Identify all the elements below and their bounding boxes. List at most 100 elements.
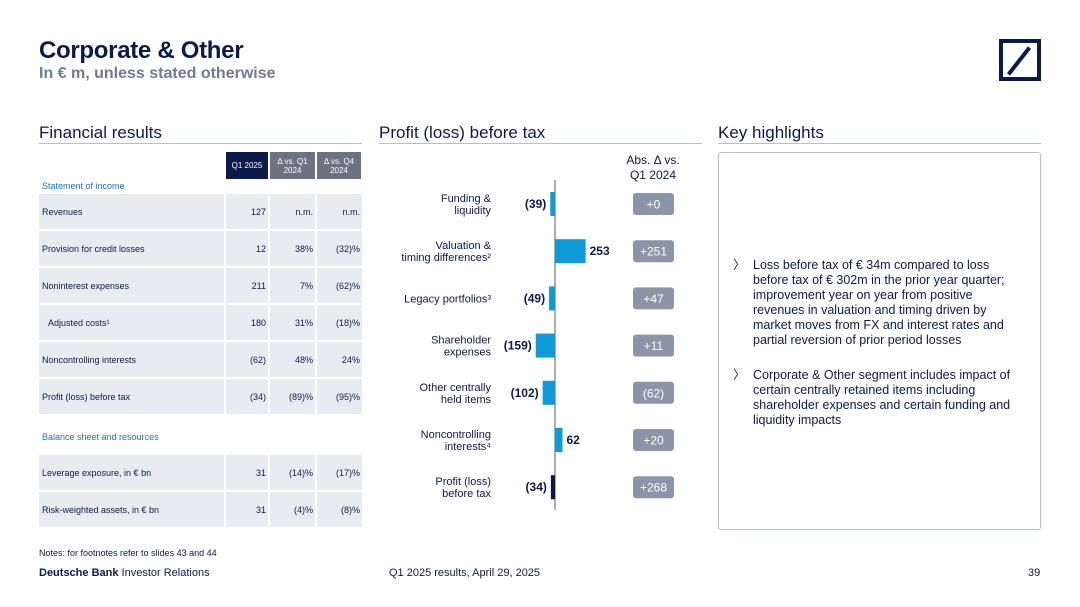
cell-delta-q4: 24% <box>317 342 362 377</box>
row-label: Leverage exposure, in € bn <box>39 455 224 490</box>
cell-delta-q4: (8)% <box>317 492 362 527</box>
highlight-item: 〉 Corporate & Other segment includes imp… <box>733 368 1023 428</box>
highlight-text: Loss before tax of € 34m compared to los… <box>753 258 1005 347</box>
deutsche-bank-logo-icon <box>999 39 1041 81</box>
group-label-income: Statement of income <box>42 181 125 191</box>
chart-value-label: (49) <box>524 291 545 305</box>
chart-value-label: (102) <box>511 386 539 400</box>
row-label: Provision for credit losses <box>39 231 224 266</box>
cell-q1: 211 <box>226 268 268 303</box>
section-rule <box>379 143 702 144</box>
chart-delta-pill <box>633 381 674 404</box>
footer-event: Q1 2025 results, April 29, 2025 <box>389 567 541 579</box>
page-title: Corporate & Other <box>39 37 244 64</box>
chart-value-label: (34) <box>526 480 547 494</box>
cell-q1: 31 <box>226 492 268 527</box>
chart-delta-pill <box>633 240 674 263</box>
row-label: Adjusted costs¹ <box>39 305 224 340</box>
table-row: Risk-weighted assets, in € bn 31 (4)% (8… <box>39 492 362 527</box>
footer-brand-suffix: Investor Relations <box>121 567 210 579</box>
table-row: Profit (loss) before tax (34) (89)% (95)… <box>39 379 362 414</box>
chevron-right-icon: 〉 <box>733 258 746 272</box>
chart-delta-label: +251 <box>640 245 667 259</box>
chart-category-label: Funding & <box>441 193 492 205</box>
highlight-item: 〉 Loss before tax of € 34m compared to l… <box>733 258 1023 348</box>
section-title-profit: Profit (loss) before tax <box>379 123 546 142</box>
group-label-balance: Balance sheet and resources <box>42 432 159 442</box>
cell-delta-q4: (18)% <box>317 305 362 340</box>
cell-delta-q4: (17)% <box>317 455 362 490</box>
chart-category-label: Legacy portfolios³ <box>404 293 491 305</box>
chart-category-label: Other centrally <box>419 382 491 394</box>
row-label: Revenues <box>39 194 224 229</box>
chart-category-label: held items <box>441 394 492 406</box>
chart-delta-label: +0 <box>647 198 661 212</box>
chart-bar <box>549 286 555 311</box>
footer-brand: Deutsche Bank Investor Relations <box>39 567 210 579</box>
footnotes: Notes: for footnotes refer to slides 43 … <box>39 548 217 558</box>
chart-value-label: 253 <box>590 244 610 258</box>
chart-bar <box>555 239 586 264</box>
chart-category-label: Profit (loss) <box>435 476 491 488</box>
section-rule <box>39 143 362 144</box>
page-number: 39 <box>1028 567 1041 579</box>
chart-category-label: liquidity <box>454 205 491 217</box>
chart-delta-pill <box>633 476 674 499</box>
row-label: Noninterest expenses <box>39 268 224 303</box>
cell-q1: 127 <box>226 194 268 229</box>
highlights-box <box>718 152 1041 530</box>
cell-delta-q1: (89)% <box>270 379 315 414</box>
column-header-delta-q1-2024: Δ vs. Q1 2024 <box>270 152 315 179</box>
cell-q1: 180 <box>226 305 268 340</box>
chart-category-label: Valuation & <box>436 240 492 252</box>
table-row: Leverage exposure, in € bn 31 (14)% (17)… <box>39 455 362 490</box>
table-row: Revenues 127 n.m. n.m. <box>39 194 362 229</box>
cell-q1: 12 <box>226 231 268 266</box>
chart-value-label: 62 <box>567 433 581 447</box>
chart-delta-label: +47 <box>643 292 664 306</box>
table-row: Noncontrolling interests (62) 48% 24% <box>39 342 362 377</box>
table-row: Provision for credit losses 12 38% (32)% <box>39 231 362 266</box>
highlight-text: Corporate & Other segment includes impac… <box>753 368 1011 427</box>
cell-q1: (62) <box>226 342 268 377</box>
page-subtitle: In € m, unless stated otherwise <box>39 65 276 82</box>
cell-q1: (34) <box>226 379 268 414</box>
chart-delta-header: Abs. Δ vs. Q1 2024 <box>626 153 680 182</box>
chart-category-label: interests⁴ <box>445 441 492 453</box>
chart-delta-label: (62) <box>643 386 664 400</box>
chevron-right-icon: 〉 <box>733 368 746 382</box>
table-row: Noninterest expenses 211 7% (62)% <box>39 268 362 303</box>
section-title-highlights: Key highlights <box>718 123 824 142</box>
chart-bar <box>555 428 563 452</box>
chart-category-label: expenses <box>444 347 492 359</box>
cell-delta-q1: 31% <box>270 305 315 340</box>
section-rule <box>718 143 1041 144</box>
row-label: Profit (loss) before tax <box>39 379 224 414</box>
cell-delta-q1: (4)% <box>270 492 315 527</box>
chart-delta-label: +11 <box>644 339 664 353</box>
footer-brand-name: Deutsche Bank <box>39 567 119 579</box>
chart-category-label: Noncontrolling <box>421 429 491 441</box>
chart-delta-label: +20 <box>643 434 664 448</box>
chart-bar <box>542 380 555 405</box>
chart-category-label: before tax <box>442 488 491 500</box>
cell-q1: 31 <box>226 455 268 490</box>
cell-delta-q4: n.m. <box>317 194 362 229</box>
cell-delta-q1: 48% <box>270 342 315 377</box>
chart-delta-pill <box>633 429 674 451</box>
chart-delta-pill <box>633 193 674 215</box>
cell-delta-q4: (32)% <box>317 231 362 266</box>
chart-bar <box>550 192 555 216</box>
cell-delta-q1: 7% <box>270 268 315 303</box>
chart-value-label: (159) <box>504 339 532 353</box>
profit-before-tax-chart: (39) Funding &liquidity +0 253 Valuation &ti… <box>401 180 674 510</box>
chart-delta-label: +268 <box>640 481 667 495</box>
section-title-financial: Financial results <box>39 123 162 142</box>
row-label: Risk-weighted assets, in € bn <box>39 492 224 527</box>
chart-delta-pill <box>633 334 674 357</box>
cell-delta-q1: (14)% <box>270 455 315 490</box>
chart-value-label: (39) <box>525 197 546 211</box>
cell-delta-q4: (62)% <box>317 268 362 303</box>
cell-delta-q1: n.m. <box>270 194 315 229</box>
chart-bar <box>535 333 555 358</box>
